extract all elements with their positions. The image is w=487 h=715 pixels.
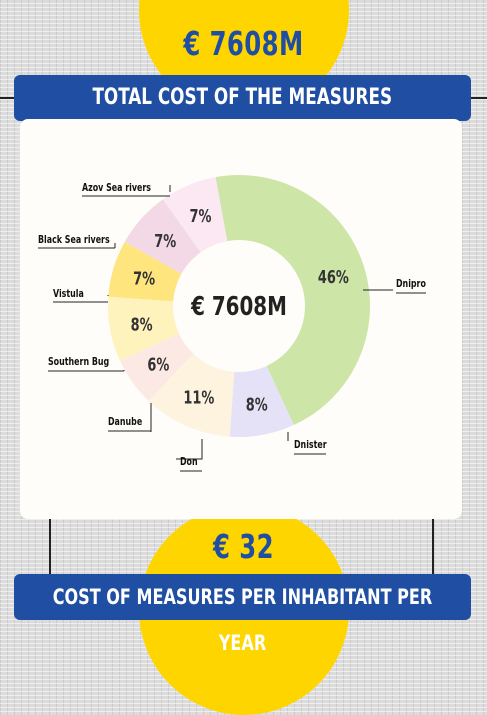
slice-azov-sea-rivers — [162, 177, 228, 253]
value-label-azov-sea-rivers: 7% — [189, 205, 211, 226]
value-label-vistula: 7% — [133, 268, 155, 289]
per-inhabitant-title: COST OF MEASURES PER INHABITANT PER YEAR — [52, 585, 433, 655]
total-cost-title: TOTAL COST OF THE MEASURES — [92, 85, 393, 110]
category-label-dnipro: Dnipro — [396, 278, 426, 290]
category-label-azov-sea-rivers: Azov Sea rivers — [82, 182, 151, 194]
divider-line — [0, 97, 14, 99]
value-label-don: 11% — [183, 387, 214, 408]
divider-line — [49, 519, 51, 574]
slice-danube — [119, 333, 194, 401]
slice-vistula — [108, 241, 182, 302]
category-label-vistula: Vistula — [53, 288, 84, 300]
slice-don — [148, 353, 235, 437]
slice-black-sea-rivers — [124, 199, 201, 274]
value-label-dnipro: 46% — [318, 267, 349, 288]
callout-line — [176, 439, 203, 460]
value-label-dnister: 8% — [246, 394, 268, 415]
value-label-southern-bug: 8% — [131, 314, 153, 335]
per-inhabitant-banner: COST OF MEASURES PER INHABITANT PER YEAR — [14, 574, 471, 655]
total-cost-banner: TOTAL COST OF THE MEASURES — [14, 75, 471, 121]
slice-dnipro — [215, 175, 370, 426]
slice-southern-bug — [108, 296, 180, 361]
total-cost-amount: € 7608M — [183, 24, 304, 63]
category-label-danube: Danube — [108, 416, 142, 428]
value-label-black-sea-rivers: 7% — [154, 230, 176, 251]
category-label-dnister: Dnister — [294, 439, 327, 451]
donut-chart: 46% 8% 11% 6% 8% 7% 7% 7% Dnipro Dnister Don Danub… — [38, 175, 426, 472]
category-label-southern-bug: Southern Bug — [48, 356, 109, 368]
divider-line — [471, 97, 487, 99]
slice-dnister — [229, 365, 294, 437]
category-label-black-sea-rivers: Black Sea rivers — [38, 234, 110, 246]
divider-line — [432, 519, 434, 574]
per-inhabitant-amount: € 32 — [213, 527, 274, 566]
category-label-don: Don — [180, 456, 198, 468]
chart-center-label: € 7608M — [190, 291, 287, 321]
value-label-danube: 6% — [147, 354, 169, 375]
